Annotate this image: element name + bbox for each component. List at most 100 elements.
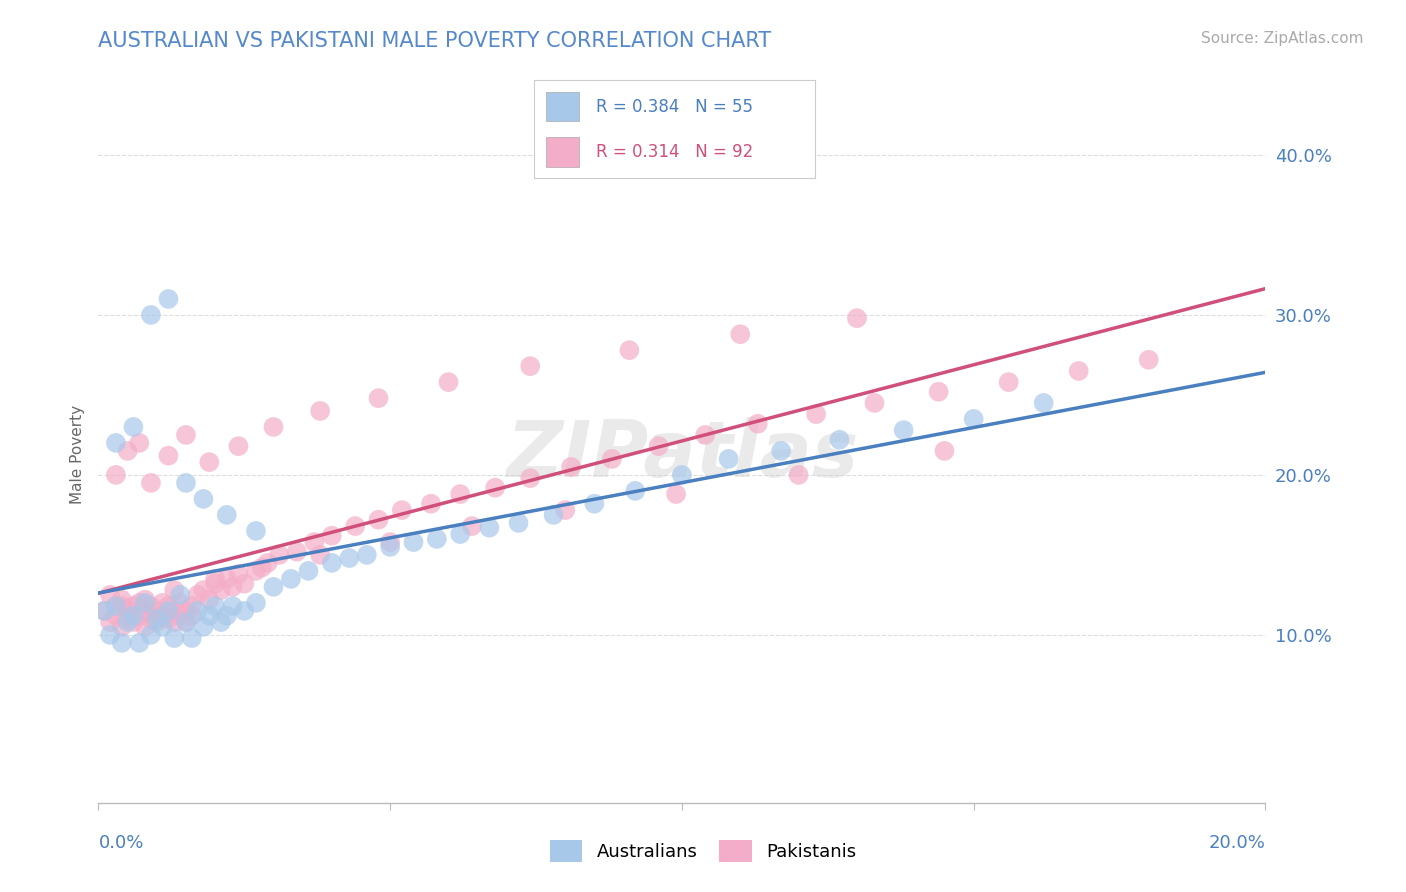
Point [134, 620, 156, 634]
Point [180, 599, 202, 613]
Point [1137, 352, 1160, 367]
Point [157, 612, 180, 626]
Point [478, 521, 501, 535]
Point [122, 599, 145, 613]
Point [122, 608, 145, 623]
Point [344, 519, 367, 533]
Point [104, 599, 127, 613]
Point [928, 384, 950, 399]
Point [169, 608, 191, 623]
Point [117, 444, 139, 458]
Point [508, 516, 530, 530]
Point [356, 548, 378, 562]
Point [163, 615, 186, 629]
Point [624, 483, 647, 498]
Point [122, 615, 145, 629]
Point [122, 420, 145, 434]
Point [146, 604, 169, 618]
Point [152, 596, 174, 610]
Point [787, 467, 810, 482]
Point [163, 583, 186, 598]
Point [250, 560, 273, 574]
Point [391, 503, 413, 517]
Point [297, 564, 319, 578]
Point [193, 620, 215, 634]
Point [221, 599, 243, 613]
Point [245, 596, 267, 610]
Point [367, 391, 389, 405]
Point [321, 556, 343, 570]
Point [104, 467, 127, 482]
Point [111, 599, 134, 613]
Point [215, 508, 238, 522]
Point [519, 471, 541, 485]
Point [262, 580, 284, 594]
Point [209, 615, 232, 629]
Point [174, 428, 197, 442]
Text: AUSTRALIAN VS PAKISTANI MALE POVERTY CORRELATION CHART: AUSTRALIAN VS PAKISTANI MALE POVERTY COR… [98, 31, 772, 51]
Point [157, 449, 180, 463]
Point [449, 487, 471, 501]
Point [997, 375, 1019, 389]
Point [134, 592, 156, 607]
Point [215, 608, 238, 623]
Point [157, 292, 180, 306]
Point [104, 436, 127, 450]
Point [245, 524, 267, 538]
Point [128, 596, 150, 610]
Point [209, 583, 232, 598]
Point [378, 540, 402, 554]
Point [117, 615, 139, 629]
Point [449, 527, 471, 541]
Point [134, 604, 156, 618]
Point [893, 423, 915, 437]
Point [204, 599, 226, 613]
Point [169, 596, 191, 610]
Point [619, 343, 641, 358]
Point [174, 615, 197, 629]
Text: R = 0.314   N = 92: R = 0.314 N = 92 [596, 143, 754, 161]
Bar [546, 92, 579, 121]
Point [543, 508, 565, 522]
Point [104, 599, 127, 613]
Point [245, 564, 267, 578]
Point [180, 631, 202, 645]
Point [152, 620, 174, 634]
Point [747, 417, 769, 431]
Point [484, 481, 506, 495]
Point [128, 608, 150, 623]
Point [104, 608, 127, 623]
Point [198, 592, 221, 607]
Point [174, 615, 197, 629]
Point [665, 487, 688, 501]
Point [157, 604, 180, 618]
Y-axis label: Male Poverty: Male Poverty [69, 405, 84, 505]
Point [139, 628, 162, 642]
Point [461, 519, 484, 533]
Point [402, 535, 425, 549]
Point [367, 513, 389, 527]
Point [174, 475, 197, 490]
Point [321, 529, 343, 543]
Point [309, 548, 332, 562]
Point [420, 497, 443, 511]
Point [139, 475, 162, 490]
Point [139, 599, 162, 613]
Point [256, 556, 278, 570]
Point [309, 404, 332, 418]
Point [152, 608, 174, 623]
Point [169, 588, 191, 602]
Point [845, 311, 868, 326]
Bar [546, 137, 579, 167]
Point [863, 396, 886, 410]
Point [198, 455, 221, 469]
Text: ZIPatlas: ZIPatlas [506, 417, 858, 493]
Point [934, 444, 956, 458]
Point [139, 308, 162, 322]
Point [671, 467, 693, 482]
Point [554, 503, 576, 517]
Point [337, 551, 360, 566]
Point [98, 588, 121, 602]
Point [93, 604, 115, 618]
Point [717, 451, 740, 466]
